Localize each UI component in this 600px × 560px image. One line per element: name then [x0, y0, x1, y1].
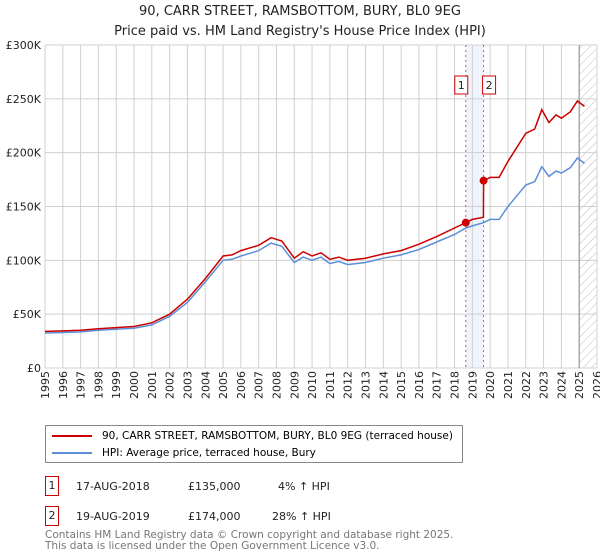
x-tick-label: 2015: [395, 371, 408, 399]
y-tick-label: £250K: [6, 93, 42, 106]
y-tick-label: £0: [27, 362, 41, 375]
property-line: [44, 99, 585, 333]
sale-date: 19-AUG-2019: [76, 510, 150, 523]
sale-price: £135,000: [188, 480, 241, 493]
sale-point: [479, 176, 488, 185]
x-tick-label: 1995: [39, 371, 52, 399]
y-tick-label: £150K: [6, 201, 42, 214]
x-tick-label: 2003: [181, 371, 194, 399]
plot-area: 1995 1996 1997 1998 1999 2000 2001 2002 2003 2004…: [6, 39, 600, 399]
chart-title: 90, CARR STREET, RAMSBOTTOM, BURY, BL0 9…: [139, 4, 461, 19]
hpi-line: [44, 156, 585, 334]
x-tick-label: 2000: [128, 371, 141, 399]
x-tick-label: 2025: [573, 371, 586, 399]
sale-price: £174,000: [188, 510, 241, 523]
y-tick-label: £200K: [6, 147, 42, 160]
x-tick-label: 2007: [253, 371, 266, 399]
sale-point: [461, 218, 470, 227]
x-tick-label: 2016: [413, 371, 426, 399]
sale-marker-label: 1: [458, 79, 465, 92]
x-tick-label: 2019: [466, 371, 479, 399]
x-tick-label: 2020: [484, 371, 497, 399]
y-tick-label: £50K: [13, 308, 42, 321]
x-tick-label: 2001: [146, 371, 159, 399]
sale-hpi-diff: 28% ↑ HPI: [272, 510, 331, 523]
x-tick-label: 2017: [431, 371, 444, 399]
footer-licence: This data is licensed under the Open Gov…: [45, 540, 380, 552]
legend-swatch-hpi: [52, 452, 92, 454]
legend-swatch-property: [52, 435, 92, 437]
x-tick-label: 2006: [235, 371, 248, 399]
x-tick-label: 2011: [324, 371, 337, 399]
x-tick-label: 2008: [270, 371, 283, 399]
sale-marker-badge: 2: [45, 506, 59, 526]
x-tick-label: 2002: [164, 371, 177, 399]
x-tick-label: 2018: [449, 371, 462, 399]
x-tick-label: 2014: [377, 371, 390, 399]
x-tick-label: 2010: [306, 371, 319, 399]
x-tick-label: 1997: [75, 371, 88, 399]
sale-hpi-diff: 4% ↑ HPI: [278, 480, 330, 493]
x-tick-label: 1996: [57, 371, 70, 399]
chart-subtitle: Price paid vs. HM Land Registry's House …: [114, 24, 486, 39]
x-tick-label: 2022: [520, 371, 533, 399]
legend-label-property: 90, CARR STREET, RAMSBOTTOM, BURY, BL0 9…: [102, 430, 453, 442]
sale-marker-badge: 1: [45, 476, 59, 496]
legend: 90, CARR STREET, RAMSBOTTOM, BURY, BL0 9…: [45, 425, 463, 463]
x-tick-label: 2026: [591, 371, 600, 399]
legend-label-hpi: HPI: Average price, terraced house, Bury: [102, 447, 316, 459]
x-tick-label: 2023: [538, 371, 551, 399]
x-tick-label: 1999: [110, 371, 123, 399]
sale-marker-label: 2: [486, 79, 493, 92]
footer: Contains HM Land Registry data © Crown c…: [45, 530, 453, 552]
x-tick-label: 2024: [555, 371, 568, 399]
footer-copyright: Contains HM Land Registry data © Crown c…: [45, 529, 454, 541]
y-tick-label: £300K: [6, 39, 42, 52]
x-tick-label: 2005: [217, 371, 230, 399]
x-tick-label: 2004: [199, 371, 212, 399]
x-tick-label: 2013: [360, 371, 373, 399]
sale-date: 17-AUG-2018: [76, 480, 150, 493]
x-tick-label: 2021: [502, 371, 515, 399]
x-tick-label: 1998: [92, 371, 105, 399]
x-tick-label: 2012: [342, 371, 355, 399]
sale-marker-box: [454, 75, 469, 95]
y-tick-label: £100K: [6, 254, 42, 267]
sale-marker-box: [482, 75, 497, 95]
x-tick-label: 2009: [288, 371, 301, 399]
